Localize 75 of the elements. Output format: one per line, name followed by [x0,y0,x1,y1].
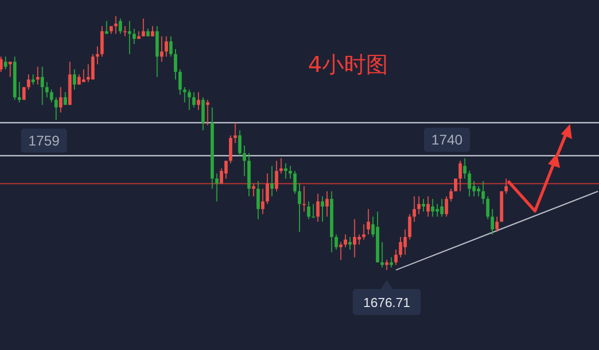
candlestick [142,18,146,37]
candlestick [293,170,297,194]
candlestick [59,86,62,114]
candlestick [104,20,108,34]
candlestick [164,36,168,58]
candlestick [45,82,49,98]
candlestick [8,61,12,78]
candlestick [31,74,35,86]
candlestick [279,158,283,174]
candlestick [463,158,466,180]
candlestick [206,99,210,126]
candlestick [270,165,274,197]
candlestick [36,66,40,86]
candlestick [40,66,44,106]
text: 4小时图 [308,53,388,78]
candlestick [215,172,218,202]
candlestick [454,178,458,192]
candlestick [390,256,393,268]
candlestick [344,234,348,248]
candlestick [362,224,366,240]
candlestick [380,242,384,268]
candlestick [234,122,237,144]
candlestick [178,68,182,96]
candlestick [504,178,508,194]
candlestick [284,162,288,180]
candlestick [486,196,490,220]
candlestick [412,196,416,222]
candlestick [302,186,306,212]
candlestick [72,68,76,90]
candlestick [366,208,370,235]
candlestick [100,26,104,58]
candlestick [266,172,270,204]
candlestick [242,145,246,177]
candlestick [128,20,132,55]
candlestick [490,208,494,235]
annotation: 1759 [28,132,60,149]
candlestick [150,26,154,37]
candlestick [385,259,388,270]
candlestick [307,200,310,220]
candlestick [495,216,499,232]
candlestick [339,242,342,260]
annotation: 1740 [431,132,463,148]
candlestick [482,180,485,204]
text: 1676.71 [363,295,410,310]
candlestick [334,234,338,250]
candlestick [320,196,324,222]
candlestick [118,18,122,34]
candlestick [196,92,200,110]
candlestick [316,193,320,222]
candlestick [114,16,118,34]
candlestick [4,56,8,70]
candlestick [408,214,412,240]
candlestick [183,86,186,103]
candlestick [132,28,136,44]
candlestick [312,203,315,218]
candlestick [288,165,292,180]
candlestick [188,89,191,110]
candlestick [160,36,164,62]
candlestick [123,26,127,37]
candlestick [417,196,421,215]
candlestick [22,86,26,100]
candlestick [458,160,462,192]
candlestick [261,188,264,215]
candlestick [403,228,407,256]
candlestick [54,96,58,121]
candlestick [0,56,3,72]
candlestick [50,89,54,103]
candlestick [256,180,260,220]
candlestick [476,186,480,197]
candlestick [228,134,232,164]
candlestick [64,92,67,106]
candlestick [18,82,22,103]
candlestick [238,130,242,156]
candlestick [174,48,178,80]
candlestick [192,92,196,108]
